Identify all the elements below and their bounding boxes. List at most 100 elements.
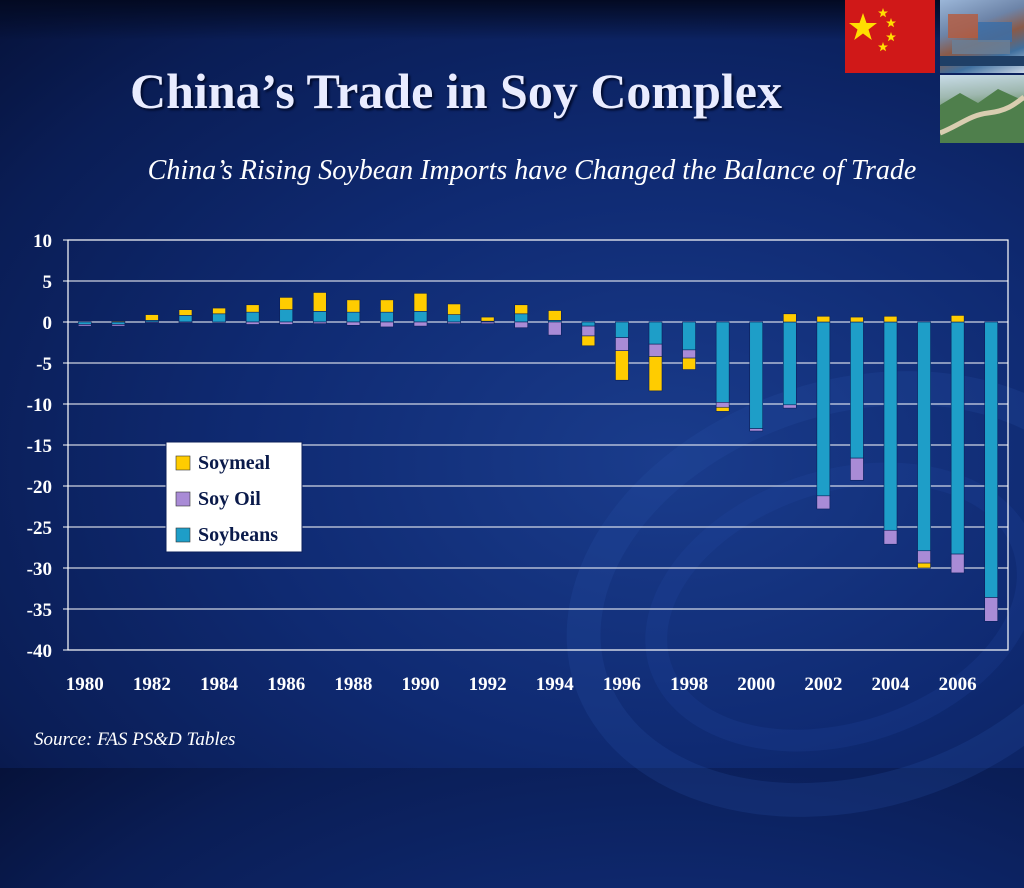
flag-large-star	[849, 13, 877, 40]
bar-soybeans-1984	[212, 313, 226, 323]
flag-small-star	[886, 32, 896, 42]
container-block	[978, 22, 1012, 42]
legend-swatch-soybeans	[175, 527, 191, 543]
bar-soy-oil-1998	[682, 349, 696, 359]
bar-soybeans-1996	[615, 321, 629, 338]
bar-soy-oil-1991	[447, 321, 461, 324]
bar-soy-oil-1985	[245, 321, 260, 325]
bar-soybeans-2003	[850, 321, 864, 459]
bar-soymeal-1990	[413, 293, 428, 312]
bar-soymeal-1984	[212, 307, 226, 315]
bar-soymeal-1986	[279, 297, 294, 311]
bar-soymeal-2004	[883, 315, 898, 323]
stacked-bar-chart: 10 5 0 -5 -10 -15 -20 -25 -30 -35 -40 1980 1982 1984 1…	[27, 231, 1009, 695]
page-title: China’s Trade in Soy Complex	[0, 62, 1022, 120]
bar-soy-oil-1995	[581, 325, 596, 337]
containers-shapes	[940, 14, 1024, 66]
bar-soy-oil-2002	[816, 495, 831, 510]
bar-soy-oil-1993	[514, 321, 529, 329]
page-title-text: China’s Trade in Soy Complex	[130, 63, 782, 119]
flag-stars	[849, 8, 896, 52]
flag-small-star	[878, 42, 888, 52]
bar-soy-oil-1989	[380, 321, 394, 328]
legend-swatch-soymeal	[175, 455, 191, 471]
y-tick-label: -35	[27, 600, 52, 621]
bar-soy-oil-2004	[883, 529, 898, 545]
bar-soymeal-1999	[715, 406, 730, 412]
shipping-containers-image	[940, 0, 1024, 73]
bar-soybeans-2005	[917, 321, 931, 552]
y-tick-label: -40	[27, 641, 52, 662]
x-tick-label: 1992	[469, 674, 507, 695]
y-tick-label: -5	[36, 354, 52, 375]
bar-soymeal-1982	[145, 314, 159, 321]
bar-soy-oil-1999	[715, 402, 730, 408]
bar-soybeans-1990	[413, 311, 428, 323]
page-subtitle: China’s Rising Soybean Imports have Chan…	[147, 155, 917, 186]
x-tick-label: 1984	[200, 674, 239, 695]
bar-soybeans-2002	[816, 321, 831, 497]
y-tick-label: 5	[43, 272, 53, 293]
x-tick-label: 1988	[334, 674, 372, 695]
bar-soy-oil-2006	[950, 553, 965, 574]
bar-soy-oil-2000	[749, 428, 764, 432]
bar-soymeal-1983	[178, 309, 193, 316]
china-flag-image	[845, 0, 935, 73]
ship-hull	[940, 56, 1024, 66]
bar-soy-oil-1994	[547, 321, 562, 336]
container-block	[952, 40, 1010, 54]
bar-soymeal-2001	[782, 313, 797, 323]
x-tick-label: 2006	[939, 674, 977, 695]
bar-soy-oil-1986	[279, 321, 294, 325]
x-tick-label: 2000	[737, 674, 775, 695]
bar-soybeans-1987	[312, 311, 327, 323]
bar-soymeal-1998	[682, 357, 696, 370]
bar-soymeal-1993	[514, 304, 529, 315]
flag-small-star	[886, 18, 896, 28]
bar-soybeans-1988	[346, 311, 361, 323]
bar-soymeal-2005	[917, 562, 931, 569]
bar-soymeal-1994	[547, 310, 562, 321]
x-tick-label: 1986	[267, 674, 305, 695]
bar-soybeans-1993	[514, 313, 529, 323]
bar-soybeans-2000	[749, 321, 764, 429]
bar-soy-oil-2003	[850, 457, 864, 481]
bar-soybeans-1985	[245, 311, 260, 323]
bar-soybeans-1999	[715, 321, 730, 403]
bar-soybeans-1980	[77, 321, 92, 325]
bar-soy-oil-1992	[480, 321, 495, 324]
bar-soybeans-1991	[447, 314, 461, 323]
y-tick-label: -15	[27, 436, 52, 457]
bar-soy-oil-1983	[178, 321, 193, 324]
flag-small-star	[878, 8, 888, 18]
bar-soybeans-1995	[581, 321, 596, 327]
bar-soymeal-1996	[615, 350, 629, 381]
bar-soybeans-2007	[984, 321, 999, 598]
bar-soymeal-1997	[648, 356, 663, 392]
bar-soymeal-1988	[346, 299, 361, 313]
y-tick-label: -25	[27, 518, 52, 539]
bar-soybeans-1983	[178, 315, 193, 323]
bar-soymeal-1985	[245, 304, 260, 313]
y-tick-label: -30	[27, 559, 52, 580]
bar-soymeal-1981	[111, 320, 126, 323]
bar-soymeal-1995	[581, 335, 596, 347]
bar-soy-oil-1987	[312, 321, 327, 324]
legend-label-soy-oil: Soy Oil	[198, 488, 261, 510]
bar-soybeans-1986	[279, 309, 294, 323]
x-tick-label: 1994	[536, 674, 575, 695]
x-tick-label: 1998	[670, 674, 708, 695]
x-tick-label: 1996	[603, 674, 641, 695]
bar-soy-oil-1982	[145, 321, 159, 324]
bar-soymeal-2006	[950, 315, 965, 323]
y-tick-label: -10	[27, 395, 52, 416]
wall-shapes	[940, 89, 1024, 143]
y-tick-label: 0	[43, 313, 53, 334]
x-tick-label: 2002	[804, 674, 842, 695]
bar-soy-oil-1990	[413, 321, 428, 327]
container-block	[948, 14, 978, 38]
bar-soybeans-2006	[950, 321, 965, 555]
bar-soy-oil-1996	[615, 337, 629, 352]
x-tick-label: 1990	[402, 674, 440, 695]
legend-label-soymeal: Soymeal	[198, 452, 271, 474]
